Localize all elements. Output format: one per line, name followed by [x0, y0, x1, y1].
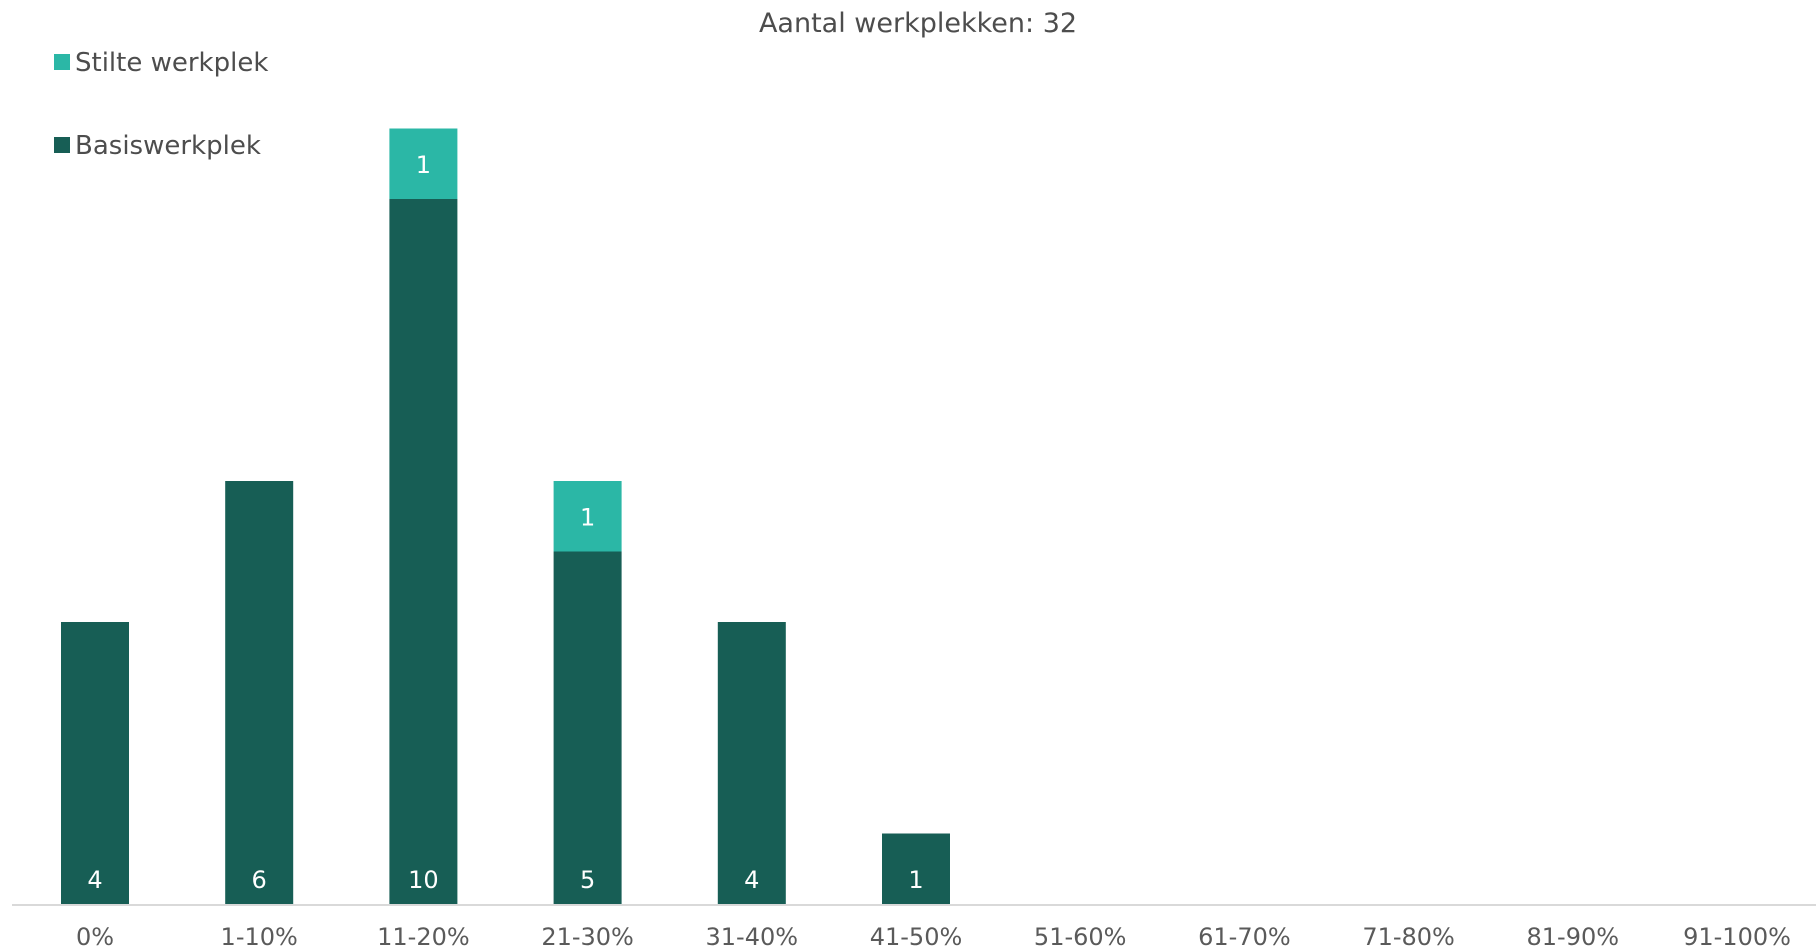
- x-tick-label-2: 11-20%: [377, 923, 470, 950]
- bar-basis-5: [882, 833, 950, 904]
- chart-title: Aantal werkplekken: 32: [759, 8, 1077, 39]
- bar-basis-2: [389, 199, 458, 904]
- bar-stilte-3: [553, 481, 622, 552]
- data-label-stilte-3: 1: [580, 503, 595, 531]
- legend-label-stilte: Stilte werkplek: [75, 48, 268, 78]
- bar-basis-4: [717, 622, 786, 904]
- x-tick-label-0: 0%: [76, 923, 114, 950]
- bar-basis-1: [225, 481, 294, 904]
- bars: 4 6 10 1 5 1 4 1: [61, 128, 950, 904]
- x-tick-label-10: 91-100%: [1683, 923, 1791, 950]
- bar-basis-0: [61, 622, 129, 904]
- data-label-basis-3: 5: [580, 866, 595, 894]
- bar-stilte-2: [389, 128, 458, 199]
- data-label-basis-0: 4: [87, 866, 102, 894]
- x-tick-label-6: 51-60%: [1034, 923, 1127, 950]
- data-label-basis-1: 6: [252, 866, 267, 894]
- x-tick-label-4: 31-40%: [706, 923, 799, 950]
- legend-swatch-basis: [54, 137, 70, 153]
- x-tick-label-8: 71-80%: [1362, 923, 1455, 950]
- x-tick-label-5: 41-50%: [870, 923, 963, 950]
- x-axis-ticks: 0% 1-10% 11-20% 21-30% 31-40% 41-50% 51-60% 61-…: [76, 923, 1791, 950]
- x-tick-label-1: 1-10%: [221, 923, 298, 950]
- x-tick-label-3: 21-30%: [541, 923, 634, 950]
- x-tick-label-9: 81-90%: [1527, 923, 1620, 950]
- x-tick-label-7: 61-70%: [1198, 923, 1291, 950]
- data-label-stilte-2: 1: [416, 151, 431, 179]
- bar-basis-3: [553, 551, 622, 904]
- data-label-basis-2: 10: [408, 866, 439, 894]
- legend: Stilte werkplek Basiswerkplek: [54, 48, 268, 161]
- data-label-basis-5: 1: [908, 866, 923, 894]
- legend-label-basis: Basiswerkplek: [75, 131, 261, 161]
- legend-swatch-stilte: [54, 54, 70, 70]
- data-label-basis-4: 4: [744, 866, 759, 894]
